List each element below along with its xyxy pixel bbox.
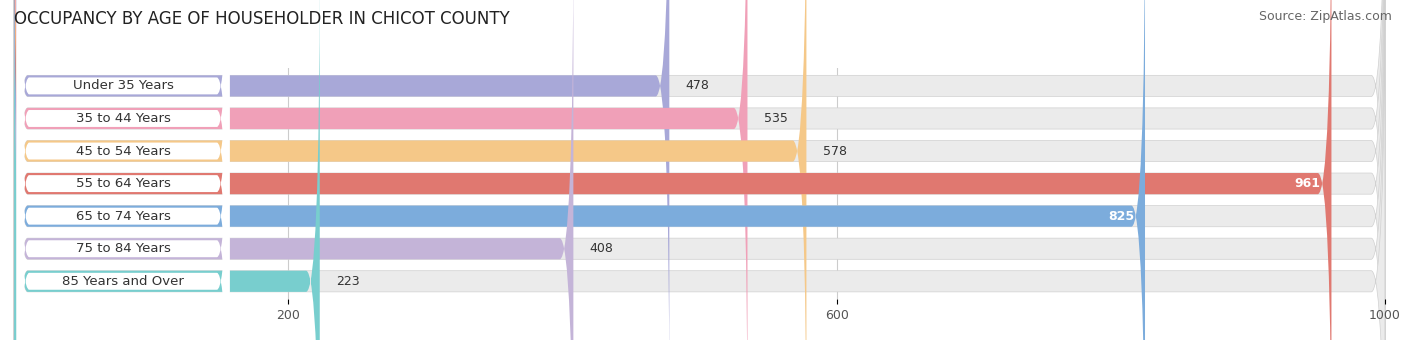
- FancyBboxPatch shape: [17, 0, 229, 340]
- FancyBboxPatch shape: [14, 0, 1385, 340]
- Text: 535: 535: [763, 112, 787, 125]
- Text: OCCUPANCY BY AGE OF HOUSEHOLDER IN CHICOT COUNTY: OCCUPANCY BY AGE OF HOUSEHOLDER IN CHICO…: [14, 10, 510, 28]
- FancyBboxPatch shape: [14, 0, 1385, 340]
- Text: Under 35 Years: Under 35 Years: [73, 80, 173, 92]
- FancyBboxPatch shape: [14, 0, 1144, 340]
- FancyBboxPatch shape: [17, 0, 229, 340]
- Text: 408: 408: [591, 242, 613, 255]
- FancyBboxPatch shape: [14, 0, 319, 340]
- FancyBboxPatch shape: [14, 0, 574, 340]
- Text: 55 to 64 Years: 55 to 64 Years: [76, 177, 170, 190]
- Text: 223: 223: [336, 275, 360, 288]
- FancyBboxPatch shape: [14, 0, 1385, 340]
- Text: 75 to 84 Years: 75 to 84 Years: [76, 242, 170, 255]
- FancyBboxPatch shape: [14, 0, 1331, 340]
- FancyBboxPatch shape: [14, 0, 1385, 340]
- Text: 578: 578: [823, 144, 846, 157]
- Text: 825: 825: [1108, 210, 1135, 223]
- FancyBboxPatch shape: [17, 0, 229, 340]
- FancyBboxPatch shape: [14, 0, 1385, 340]
- FancyBboxPatch shape: [14, 0, 669, 340]
- Text: 85 Years and Over: 85 Years and Over: [62, 275, 184, 288]
- Text: 45 to 54 Years: 45 to 54 Years: [76, 144, 170, 157]
- FancyBboxPatch shape: [14, 0, 1385, 340]
- Text: Source: ZipAtlas.com: Source: ZipAtlas.com: [1258, 10, 1392, 23]
- FancyBboxPatch shape: [17, 0, 229, 340]
- FancyBboxPatch shape: [14, 0, 1385, 340]
- FancyBboxPatch shape: [14, 0, 807, 340]
- FancyBboxPatch shape: [14, 0, 748, 340]
- FancyBboxPatch shape: [17, 0, 229, 340]
- FancyBboxPatch shape: [17, 0, 229, 340]
- Text: 65 to 74 Years: 65 to 74 Years: [76, 210, 170, 223]
- Text: 478: 478: [686, 80, 710, 92]
- FancyBboxPatch shape: [17, 0, 229, 340]
- Text: 961: 961: [1295, 177, 1320, 190]
- Text: 35 to 44 Years: 35 to 44 Years: [76, 112, 170, 125]
